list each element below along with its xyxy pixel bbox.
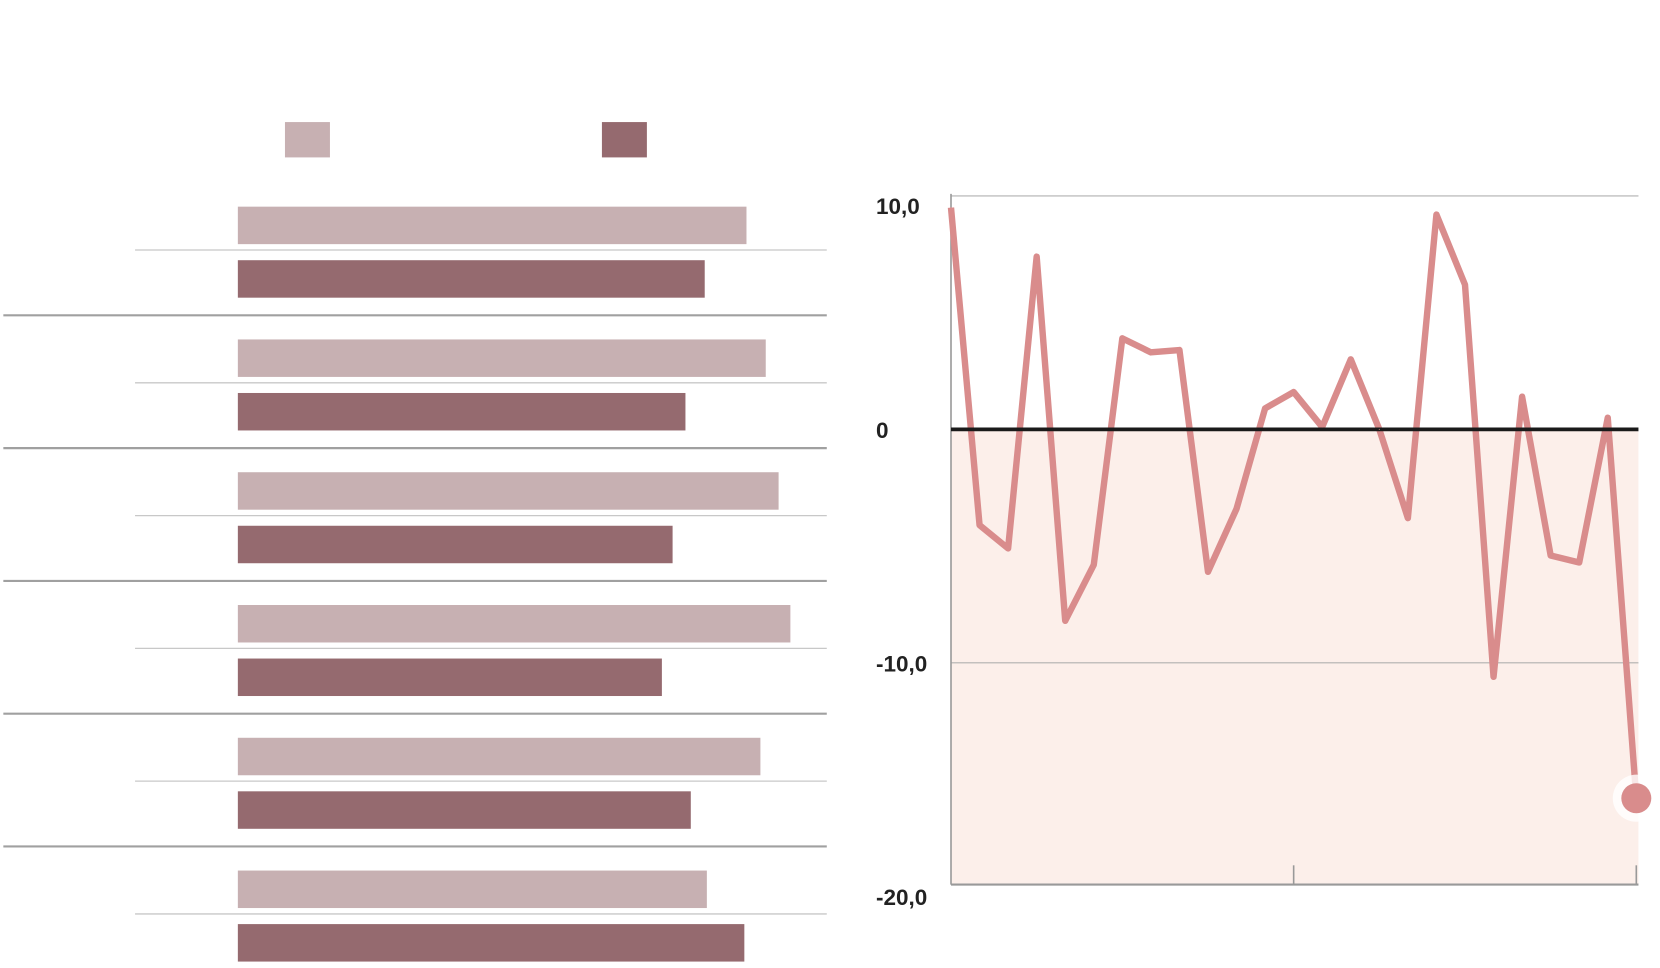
- bar-b: [237, 392, 686, 431]
- data-point: [1407, 517, 1409, 519]
- data-point: [1264, 407, 1266, 409]
- data-point: [1207, 571, 1209, 573]
- y-tick-label: 0: [876, 418, 888, 443]
- data-point: [1550, 554, 1552, 556]
- bar-a: [237, 737, 761, 776]
- data-point: [979, 524, 981, 526]
- bar-a: [237, 870, 707, 909]
- data-point: [1578, 561, 1580, 563]
- data-point: [1150, 351, 1152, 353]
- legend-swatch-b: [601, 122, 647, 158]
- bar-b: [237, 791, 691, 829]
- y-tick-label: -10,0: [876, 651, 927, 676]
- bar-a: [237, 472, 779, 510]
- y-tick-label: -20,0: [876, 885, 927, 910]
- y-tick-label: 10,0: [876, 194, 920, 219]
- data-point: [1236, 508, 1238, 510]
- data-point: [1493, 676, 1495, 678]
- data-point: [950, 207, 952, 209]
- data-point: [1521, 396, 1523, 398]
- bar-a: [237, 339, 766, 377]
- line-chart: 10,0 0 -10,0 -20,0: [876, 193, 1660, 910]
- data-point: [1321, 426, 1323, 428]
- data-point: [1350, 358, 1352, 360]
- bar-chart: [3, 122, 827, 962]
- data-point: [1293, 391, 1295, 393]
- data-point: [1464, 284, 1466, 286]
- data-point: [1607, 417, 1609, 419]
- bar-a: [237, 206, 747, 245]
- data-point: [1435, 214, 1437, 216]
- bar-b: [237, 260, 705, 298]
- data-point: [1036, 256, 1038, 258]
- data-point: [1093, 564, 1095, 566]
- bar-b: [237, 924, 745, 962]
- legend-swatch-a: [284, 122, 330, 158]
- bar-b: [237, 525, 673, 564]
- data-point: [1064, 620, 1066, 622]
- data-point: [1378, 428, 1380, 430]
- negative-area-fill: [951, 429, 1639, 885]
- data-point: [1007, 547, 1009, 549]
- data-point: [1178, 349, 1180, 351]
- bar-b: [237, 658, 662, 697]
- end-dot: [1621, 783, 1652, 814]
- data-point: [1121, 337, 1123, 339]
- bar-a: [237, 605, 791, 643]
